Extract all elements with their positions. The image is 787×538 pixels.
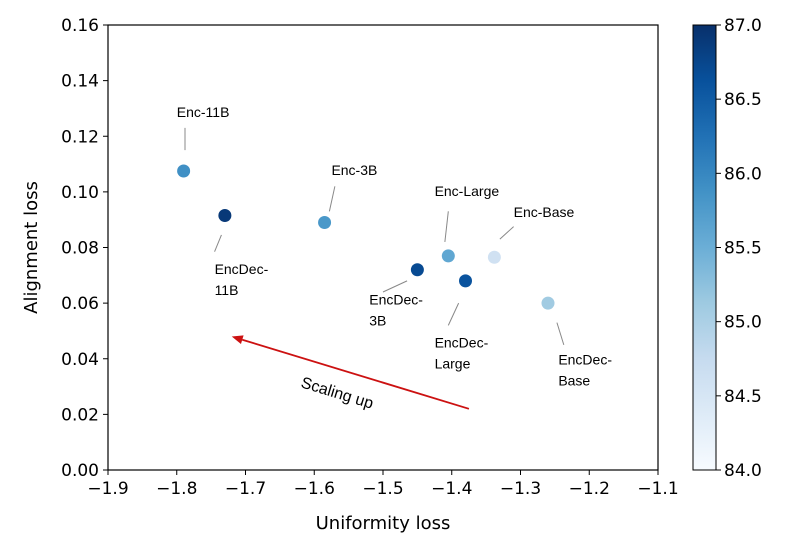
annotation-line: EncDec- (558, 351, 612, 367)
y-tick-label: 0.06 (61, 294, 99, 314)
annotation-label: EncDec- 3B (369, 292, 423, 329)
x-tick-label: −1.9 (87, 479, 128, 499)
colorbar-tick-label: 85.5 (724, 239, 762, 259)
x-tick-label: −1.7 (225, 479, 266, 499)
colorbar-tick-label: 86.5 (724, 90, 762, 110)
y-axis-label: Alignment loss (21, 181, 42, 314)
annotation-line: Enc-Base (514, 204, 575, 220)
annotation-line: EncDec- (369, 292, 423, 308)
y-tick-label: 0.04 (61, 350, 99, 370)
colorbar-tick-label: 86.0 (724, 164, 762, 184)
annotation-label: EncDec- Base (558, 351, 612, 388)
annotation-line: 3B (369, 313, 386, 329)
scatter-point (218, 209, 232, 223)
x-tick-label: −1.8 (156, 479, 197, 499)
y-tick-label: 0.02 (61, 405, 99, 425)
y-tick-label: 0.14 (61, 72, 99, 92)
annotation-leader (328, 186, 336, 212)
annotation-leader (447, 302, 460, 326)
axis-ticks: −1.9 −1.8 −1.7 −1.6 −1.5 −1.4 −1.3 −1.2 −1.1 0.00… (61, 16, 679, 499)
annotation-label: Enc-11B (177, 104, 230, 120)
y-tick-label: 0.16 (61, 16, 99, 36)
annotation-leader (214, 234, 222, 252)
colorbar (692, 24, 717, 471)
annotation-label: Enc-Large (435, 183, 500, 199)
scaling-arrow-line (242, 338, 470, 410)
annotation-leader (444, 211, 449, 242)
annotation-line: 11B (215, 282, 239, 298)
annotation-line: Enc-3B (331, 162, 377, 178)
x-tick-label: −1.1 (637, 479, 678, 499)
scaling-arrow-head (231, 335, 244, 345)
x-tick-label: −1.2 (569, 479, 610, 499)
x-tick-label: −1.4 (431, 479, 472, 499)
scatter-point (487, 250, 501, 264)
annotation-label: Enc-Base (514, 204, 575, 220)
colorbar-tick-label: 87.0 (724, 16, 762, 36)
annotation-leader (499, 226, 514, 240)
x-tick-label: −1.5 (362, 479, 403, 499)
colorbar-tick-label: 84.5 (724, 387, 762, 407)
scatter-point (541, 296, 555, 310)
data-points (177, 164, 555, 310)
y-tick-label: 0.10 (61, 183, 99, 203)
scatter-point (177, 164, 191, 178)
y-tick-label: 0.00 (61, 461, 99, 481)
colorbar-tick-label: 84.0 (724, 461, 762, 481)
scatter-point (410, 263, 424, 277)
annotation-label: EncDec- 11B (215, 261, 269, 298)
plot-frame (107, 24, 659, 471)
scatter-point (459, 274, 472, 288)
colorbar-ticks: 84.0 84.5 85.0 85.5 86.0 86.5 87.0 (716, 16, 762, 481)
annotations: Enc-11B EncDec- 11B Enc-3B EncDec- 3B Enc-Larg… (177, 104, 613, 389)
annotation-line: EncDec- (215, 261, 269, 277)
y-tick-label: 0.08 (61, 239, 99, 259)
annotation-line: Enc-Large (435, 183, 500, 199)
annotation-leader (382, 280, 408, 293)
annotation-line: Base (558, 372, 590, 388)
trend-arrow: Scaling up (231, 335, 470, 413)
x-tick-label: −1.6 (294, 479, 335, 499)
x-tick-label: −1.3 (500, 479, 541, 499)
annotation-line: Large (435, 356, 471, 372)
scaling-up-label: Scaling up (299, 375, 376, 413)
annotation-line: Enc-11B (177, 104, 230, 120)
annotation-label: EncDec- Large (435, 335, 489, 372)
colorbar-tick-label: 85.0 (724, 313, 762, 333)
scatter-point (441, 249, 455, 263)
scatter-point (318, 215, 332, 229)
y-tick-label: 0.12 (61, 127, 99, 147)
x-axis-label: Uniformity loss (316, 513, 451, 534)
annotation-leader (556, 322, 565, 345)
annotation-label: Enc-3B (331, 162, 377, 178)
annotation-line: EncDec- (435, 335, 489, 351)
